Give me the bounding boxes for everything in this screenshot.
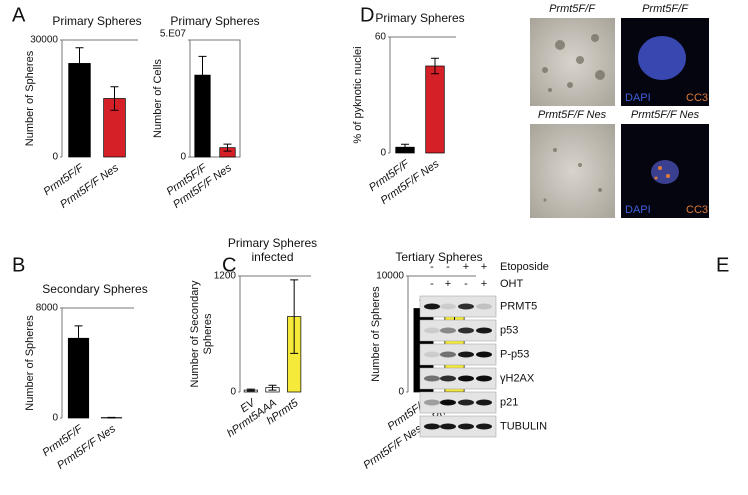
stain-label: DAPI <box>625 204 651 216</box>
y-tick-label: 0 <box>230 387 236 398</box>
blot-band <box>440 327 456 334</box>
blot-band <box>458 423 474 430</box>
error-bar <box>110 86 119 111</box>
y-tick-label: 0 <box>52 152 58 163</box>
treatment-sign: - <box>446 261 450 273</box>
treatment-sign: - <box>430 261 434 273</box>
brightfield-image <box>530 18 615 106</box>
blot-band <box>440 375 456 382</box>
stain-label: CC3 <box>686 92 708 104</box>
blot-band <box>476 351 492 358</box>
protein-label: γH2AX <box>500 372 535 384</box>
y-axis-label: Number of Spheres <box>24 50 36 146</box>
protein-label: TUBULIN <box>500 420 547 432</box>
treatment-sign: + <box>481 278 487 290</box>
image-label: Prmt5F/F Nes <box>631 109 700 121</box>
blot-band <box>458 303 474 310</box>
y-tick-label: 10000 <box>376 271 404 282</box>
image-label: Prmt5F/F <box>642 3 689 15</box>
y-tick-label: 0 <box>180 152 186 163</box>
blot-band <box>476 375 492 382</box>
treatment-sign: + <box>481 261 487 273</box>
error-bar <box>223 143 232 152</box>
chart-title: Primary Spheres <box>52 14 141 28</box>
blot-band <box>458 327 474 334</box>
y-axis-label: Number of Cells <box>152 59 164 138</box>
brightfield-image <box>530 124 615 218</box>
blot-band <box>424 303 440 310</box>
y-tick-label: 0 <box>52 413 58 424</box>
blot-band <box>458 375 474 382</box>
blot-band <box>458 399 474 406</box>
error-bar <box>290 279 299 354</box>
blot-band <box>440 303 456 310</box>
error-bar <box>74 325 83 352</box>
error-bar <box>246 388 255 392</box>
y-tick-label: 5.E07 <box>160 29 187 40</box>
protein-label: PRMT5 <box>500 300 537 312</box>
treatment-sign: - <box>464 278 468 290</box>
error-bar <box>268 384 277 391</box>
y-axis-label: Number of Spheres <box>24 315 36 411</box>
y-tick-label: 8000 <box>36 303 59 314</box>
y-axis-label: Spheres <box>202 313 214 354</box>
error-bar <box>198 55 207 95</box>
blot-band <box>440 351 456 358</box>
stain-label: CC3 <box>686 204 708 216</box>
treatment-name: OHT <box>500 278 524 290</box>
y-tick-label: 0 <box>398 387 404 398</box>
image-label: Prmt5F/F <box>549 3 596 15</box>
panel-letter: E <box>716 254 729 276</box>
bar <box>425 65 445 154</box>
protein-label: p21 <box>500 396 518 408</box>
blot-band <box>476 399 492 406</box>
blot-band <box>440 423 456 430</box>
treatment-sign: + <box>463 261 469 273</box>
blot-band <box>424 399 440 406</box>
y-axis-label: Number of Secondary <box>189 280 201 387</box>
image-label: Prmt5F/F Nes <box>538 109 607 121</box>
blot-band <box>476 423 492 430</box>
blot-band <box>440 399 456 406</box>
y-tick-label: 1200 <box>214 271 237 282</box>
blot-band <box>476 303 492 310</box>
blot-band <box>424 327 440 334</box>
chart-title: Tertiary Spheres <box>395 250 482 264</box>
panel-letter: C <box>222 254 236 276</box>
protein-label: P-p53 <box>500 348 529 360</box>
y-tick-label: 60 <box>375 32 387 43</box>
error-bar <box>107 416 116 419</box>
y-axis-label: % of pyknotic nuclei <box>352 46 364 143</box>
panel-letter: D <box>360 4 374 26</box>
chart-title: Primary Spheres <box>170 14 259 28</box>
blot-band <box>424 375 440 382</box>
blot-band <box>476 327 492 334</box>
y-tick-label: 30000 <box>30 35 58 46</box>
blot-band <box>424 423 440 430</box>
chart-title: Primary Spheres <box>375 11 464 25</box>
micrographs: Prmt5F/F Prmt5F/F Prmt5F/F Nes Prmt5F/F … <box>530 3 709 218</box>
protein-label: p53 <box>500 324 518 336</box>
treatment-sign: + <box>445 278 451 290</box>
treatment-name: Etoposide <box>500 261 549 273</box>
plot-frame <box>189 39 241 158</box>
blot-band <box>424 351 440 358</box>
treatment-sign: - <box>430 278 434 290</box>
chart-title: Primary Spheres <box>228 236 317 250</box>
error-bar <box>401 143 409 151</box>
panel-letter: B <box>12 254 25 276</box>
y-tick-label: 0 <box>380 148 386 159</box>
chart-title: Secondary Spheres <box>42 282 147 296</box>
blot-band <box>458 351 474 358</box>
stain-label: DAPI <box>625 92 651 104</box>
y-axis-label: Number of Spheres <box>370 286 382 382</box>
panel-letter: A <box>12 4 26 26</box>
chart-title: infected <box>251 250 293 264</box>
error-bar <box>431 57 439 75</box>
error-bar <box>75 47 84 80</box>
